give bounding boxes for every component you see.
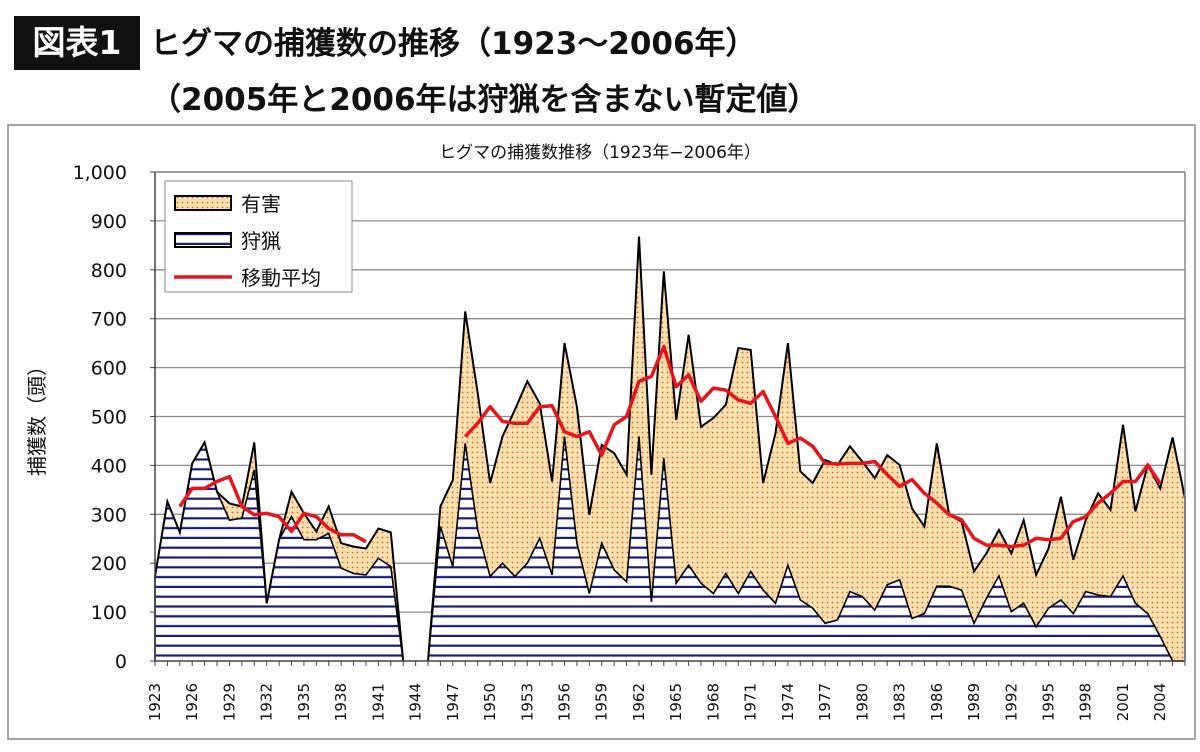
- x-tick-label: 1965: [667, 683, 685, 721]
- x-tick-label: 1995: [1040, 683, 1058, 721]
- legend-label-nuisance: 有害: [241, 192, 281, 216]
- legend-swatch-hunting: [174, 232, 232, 248]
- x-tick-label: 1992: [1002, 683, 1020, 721]
- hunting-line: [427, 436, 1185, 662]
- page-title: ヒグマの捕獲数の推移（1923〜2006年）: [150, 26, 757, 62]
- legend-swatch-nuisance: [174, 195, 232, 211]
- legend: 有害 狩猟 移動平均: [164, 180, 353, 293]
- total-line: [427, 236, 1186, 662]
- x-tick-label: 1983: [891, 683, 909, 721]
- y-tick-label: 600: [91, 358, 127, 380]
- x-tick-label: 1935: [295, 683, 313, 721]
- legend-label-moving-average: 移動平均: [241, 266, 321, 290]
- x-tick-label: 2001: [1114, 683, 1132, 721]
- x-tick-label: 1998: [1077, 683, 1095, 721]
- x-tick-label: 1923: [146, 683, 164, 721]
- x-tick-label: 1947: [444, 683, 462, 721]
- chart-title: ヒグマの捕獲数推移（1923年−2006年）: [439, 143, 761, 163]
- hunting-area: [155, 442, 404, 661]
- page-subtitle: （2005年と2006年は狩猟を含まない暫定値）: [150, 82, 819, 118]
- nuisance-area: [428, 236, 1185, 661]
- x-tick-label: 1959: [593, 683, 611, 721]
- y-tick-label: 500: [91, 407, 127, 429]
- legend-label-hunting: 狩猟: [241, 229, 281, 253]
- x-tick-label: 1938: [332, 683, 350, 721]
- x-tick-label: 1974: [779, 683, 797, 721]
- x-tick-label: 1932: [258, 683, 276, 721]
- y-tick-label: 800: [91, 260, 127, 282]
- x-tick-label: 1968: [704, 683, 722, 721]
- moving-average-line: [463, 344, 1162, 549]
- x-tick-label: 1941: [369, 683, 387, 721]
- y-tick-label: 0: [115, 651, 127, 673]
- y-tick-label: 1,000: [73, 162, 127, 184]
- x-tick-label: 1944: [407, 683, 425, 721]
- x-tick-label: 1950: [481, 683, 499, 721]
- y-tick-label: 300: [91, 504, 127, 526]
- x-tick-label: 1926: [183, 683, 201, 721]
- y-tick-label: 100: [91, 602, 127, 624]
- y-tick-label: 400: [91, 455, 127, 477]
- x-tick-label: 1929: [221, 683, 239, 721]
- total-line: [154, 439, 405, 662]
- y-tick-label: 200: [91, 553, 127, 575]
- x-tick-label: 1953: [518, 683, 536, 721]
- x-tick-label: 2004: [1151, 683, 1169, 721]
- x-tick-label: 1989: [965, 683, 983, 721]
- y-tick-label: 700: [91, 309, 127, 331]
- x-tick-label: 1977: [816, 683, 834, 721]
- y-tick-label: 900: [91, 211, 127, 233]
- y-axis-label: 捕獲数（頭）: [25, 356, 49, 476]
- x-tick-label: 1980: [853, 683, 871, 721]
- figure-badge: 図表1: [14, 16, 140, 70]
- nuisance-area: [155, 442, 404, 661]
- moving-average-line: [178, 474, 367, 544]
- hunting-area: [428, 436, 1185, 661]
- x-tick-label: 1986: [928, 683, 946, 721]
- x-tick-label: 1962: [630, 683, 648, 721]
- x-tick-label: 1956: [556, 683, 574, 721]
- x-tick-label: 1971: [742, 683, 760, 721]
